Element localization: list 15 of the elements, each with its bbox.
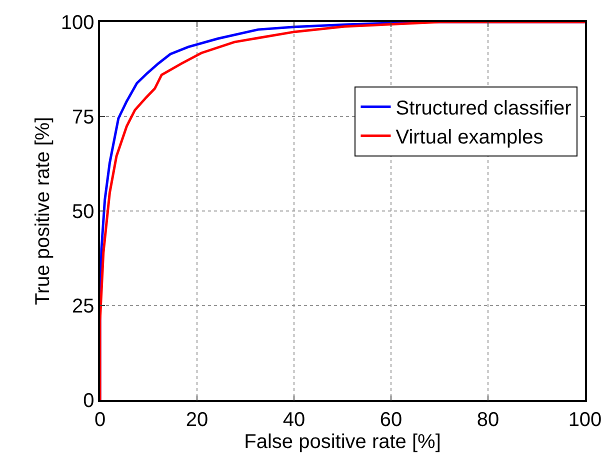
y-tick-label: 50 xyxy=(72,201,94,223)
line-series xyxy=(100,22,585,400)
y-tick-label: 100 xyxy=(60,12,94,34)
y-tick-label: 0 xyxy=(83,390,94,412)
legend-label: Virtual examples xyxy=(396,126,544,149)
y-axis-title: True positive rate [%] xyxy=(32,116,54,306)
x-axis-title: False positive rate [%] xyxy=(244,430,441,453)
x-tick-label: 40 xyxy=(282,408,306,431)
x-tick-label: 60 xyxy=(380,408,402,431)
y-tick-label: 75 xyxy=(72,106,94,128)
x-tick-label: 100 xyxy=(568,408,602,431)
legend-label: Structured classifier xyxy=(396,98,572,120)
y-tick-label: 25 xyxy=(72,296,94,318)
x-tick-label: 20 xyxy=(186,408,208,431)
x-tick-label: 80 xyxy=(476,408,500,431)
